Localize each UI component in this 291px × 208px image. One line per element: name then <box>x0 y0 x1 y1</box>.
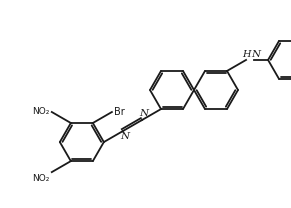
Text: N: N <box>120 132 129 141</box>
Text: Br: Br <box>114 107 125 117</box>
Text: N: N <box>251 50 260 59</box>
Text: H: H <box>242 50 250 59</box>
Text: NO₂: NO₂ <box>32 174 50 183</box>
Text: NO₂: NO₂ <box>32 106 50 115</box>
Text: N: N <box>139 109 148 118</box>
